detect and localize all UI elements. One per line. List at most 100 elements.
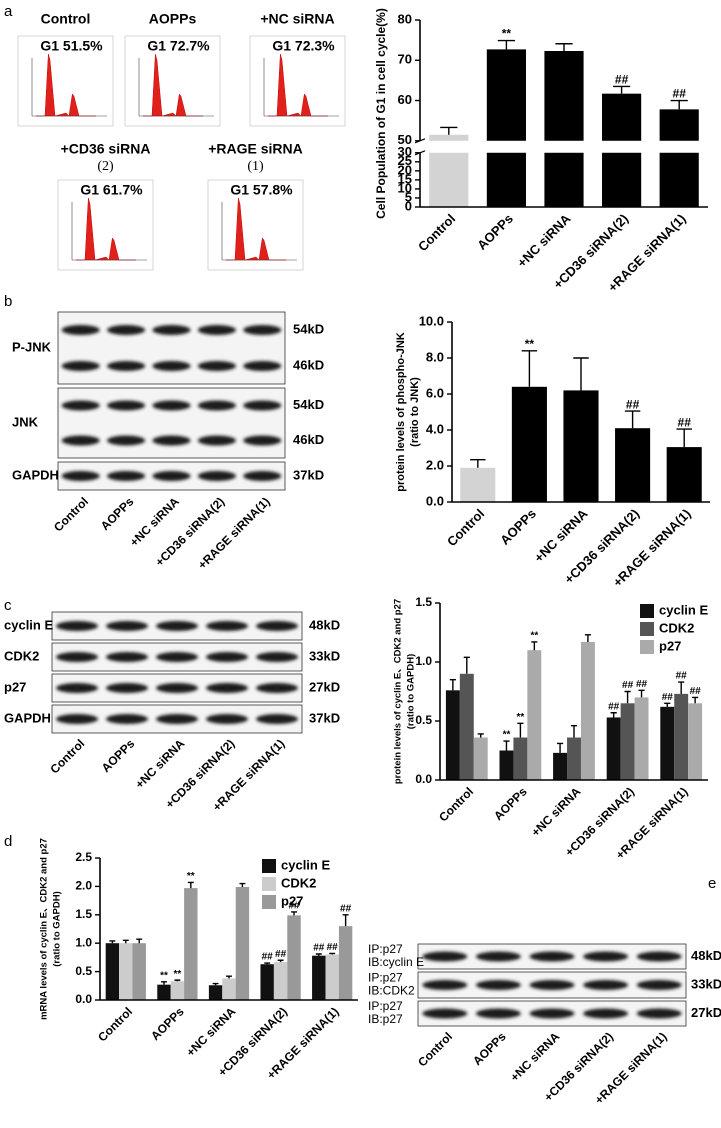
flow-title: +NC siRNA (260, 11, 334, 27)
bar (674, 693, 689, 780)
bar (634, 697, 649, 780)
error-bar (477, 733, 484, 738)
flow-title: +CD36 siRNA (61, 141, 151, 157)
blot-band (107, 400, 146, 411)
error-bar (291, 911, 297, 916)
y-tick-label: 0.0 (75, 992, 92, 1006)
y-tick-label: 6.0 (426, 385, 444, 400)
blot-band (156, 652, 198, 662)
blot-band (106, 714, 148, 724)
blot-band (243, 435, 282, 446)
blot-size-label: 48kD (691, 948, 721, 963)
significance-label: ## (615, 73, 629, 87)
bar (460, 467, 496, 502)
blot-band (206, 652, 248, 662)
flow-frame (124, 35, 221, 127)
bar (119, 943, 133, 1000)
y-tick-label: 5 (405, 189, 412, 204)
blot-band (475, 980, 521, 990)
bar (287, 915, 301, 1000)
blot-size-label: 37kD (309, 710, 340, 725)
bar (235, 886, 250, 1000)
error-bar (239, 882, 246, 887)
significance-label: ## (262, 952, 274, 963)
y-axis-label: (ratio to JNK) (409, 377, 421, 447)
blot-band (475, 1008, 521, 1019)
y-tick-label: 0.5 (415, 713, 432, 727)
flow-gate: G1 72.3% (272, 38, 335, 54)
y-tick-label: 10.0 (419, 313, 444, 328)
error-bar (573, 357, 589, 391)
blot-band (61, 361, 100, 371)
flow-note: (1) (247, 159, 264, 174)
bar (499, 750, 514, 780)
significance-label: ## (662, 692, 674, 703)
panel-label: c (4, 597, 12, 614)
blot-band (106, 683, 148, 693)
blot-row-label: p27 (4, 679, 26, 694)
y-tick-label: 30 (398, 144, 412, 159)
blot-frame (57, 387, 286, 459)
significance-label: ## (676, 671, 688, 682)
blot-band (56, 621, 98, 631)
bar (170, 981, 185, 1000)
flow-frame (207, 179, 304, 271)
legend-swatch (640, 604, 654, 618)
blot-band (106, 652, 148, 662)
error-bar (678, 681, 685, 694)
legend-swatch (640, 640, 654, 654)
y-tick-label: 1.0 (75, 935, 92, 949)
blot-band (422, 1008, 468, 1019)
blot-row-label: IB:CDK2 (368, 984, 415, 998)
y-tick-label: 2.0 (75, 879, 92, 893)
bar (445, 690, 460, 780)
bar (620, 703, 635, 780)
legend-label: CDK2 (281, 875, 316, 890)
y-tick-label: 0.0 (426, 493, 444, 508)
blot-band (243, 361, 282, 371)
bar (312, 955, 326, 1000)
flow-histogram (76, 197, 136, 261)
y-tick-label: 0.5 (75, 964, 92, 978)
y-axis-label: Cell Population of G1 in cell cycle(%) (374, 8, 388, 219)
significance-label: ** (502, 27, 512, 41)
error-bar (521, 350, 538, 387)
error-bar (531, 641, 538, 651)
legend-swatch (262, 895, 276, 909)
bar (563, 390, 599, 502)
blot-band (107, 361, 146, 371)
blot-band (107, 471, 146, 481)
blot-band (206, 714, 248, 724)
y-tick-label: 8.0 (426, 349, 444, 364)
y-tick-label: 15 (398, 171, 412, 186)
error-bar (503, 740, 510, 751)
blot-band (61, 325, 100, 335)
legend-swatch (262, 859, 276, 873)
blot-row-label: JNK (12, 414, 39, 429)
blot-row-label: CDK2 (4, 648, 39, 663)
bar (553, 752, 568, 780)
error-bar (136, 938, 143, 944)
y-tick-label: 4.0 (426, 421, 444, 436)
bar (222, 978, 236, 1000)
blot-band (152, 325, 191, 335)
bar (260, 964, 274, 1000)
y-tick-label: 1.5 (415, 595, 432, 609)
blot-size-label: 46kD (293, 357, 324, 372)
bar (325, 954, 339, 1000)
error-bar (610, 712, 617, 718)
blot-band (529, 980, 575, 990)
blot-band (529, 951, 575, 962)
legend-swatch (640, 622, 654, 636)
error-bar (676, 428, 692, 448)
blot-band (156, 683, 198, 693)
blot-band (256, 683, 298, 693)
blot-band (243, 400, 282, 411)
bar (511, 386, 547, 502)
error-bar (315, 953, 322, 956)
blot-band (152, 400, 191, 411)
significance-label: ## (673, 87, 687, 101)
blot-band (56, 683, 98, 693)
y-tick-label: 25 (398, 153, 412, 168)
